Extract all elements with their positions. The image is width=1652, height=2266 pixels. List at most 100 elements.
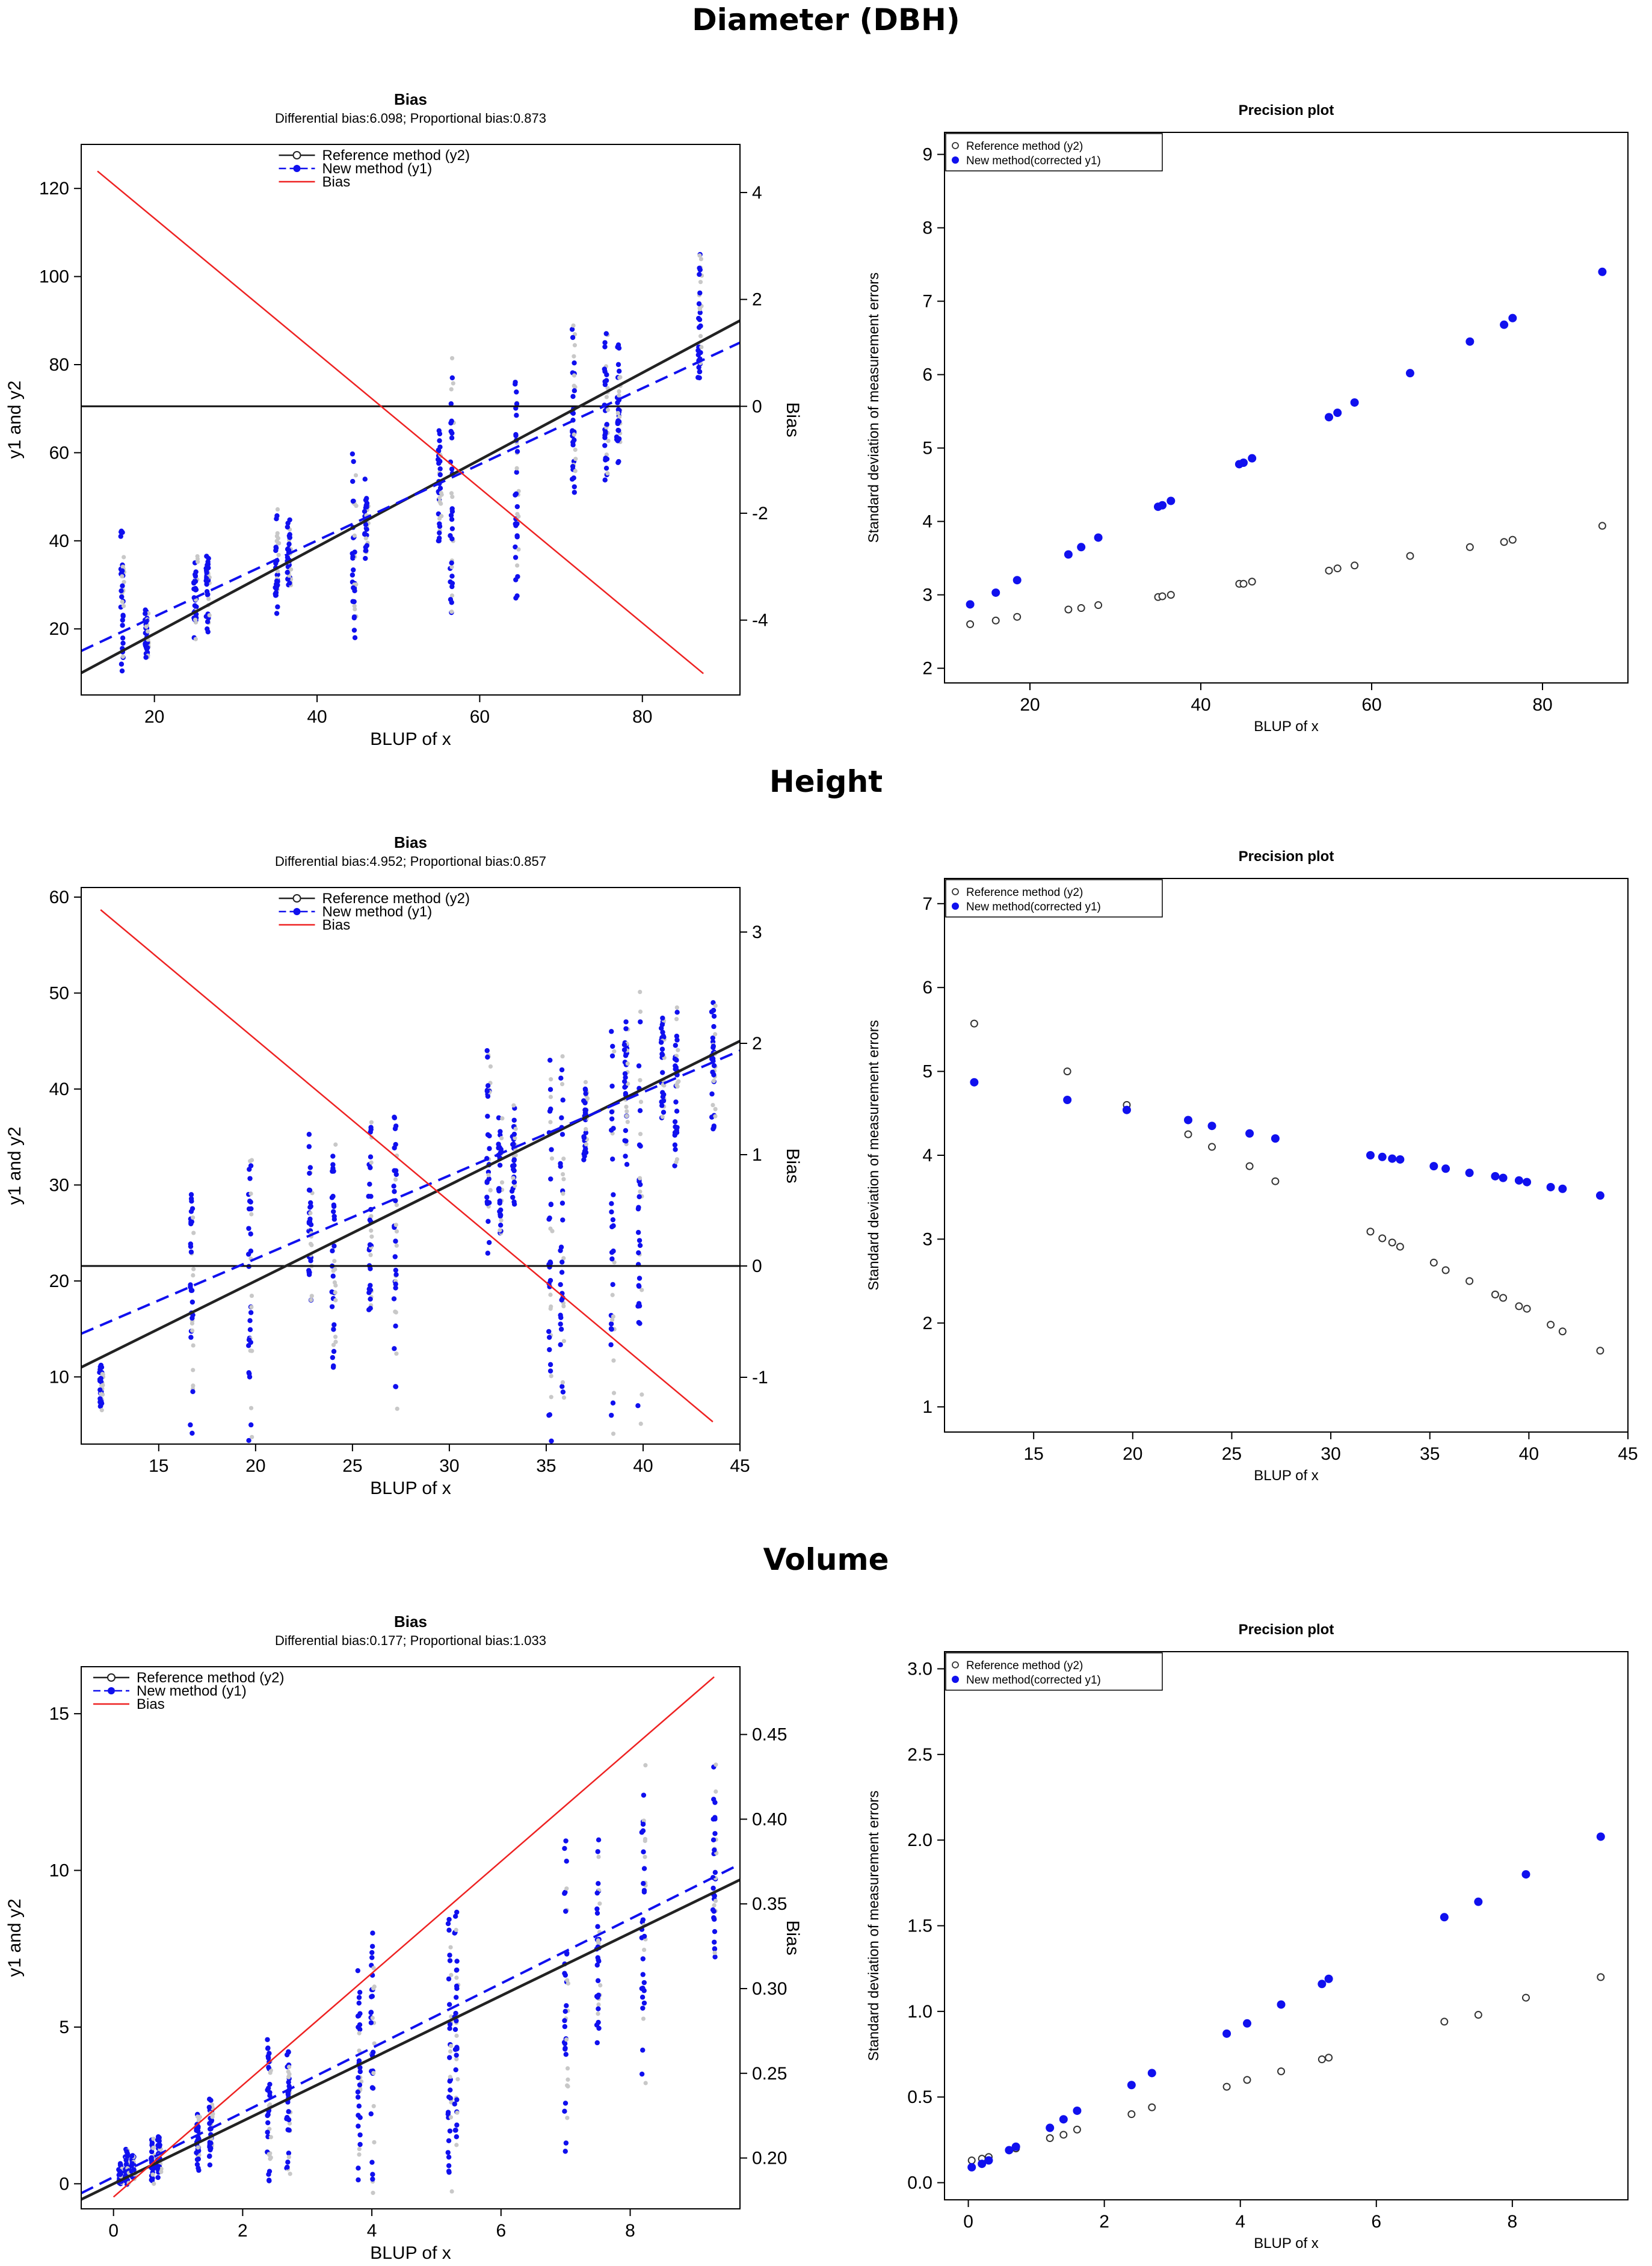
new-method-point <box>673 1099 679 1105</box>
new-method-point <box>1239 458 1248 467</box>
new-method-point <box>563 2052 569 2057</box>
new-method-point <box>640 1956 646 1962</box>
new-method-point <box>1491 1172 1500 1181</box>
new-method-point <box>370 2172 375 2177</box>
new-method-point <box>558 1321 563 1327</box>
new-method-point <box>393 1267 399 1273</box>
reference-point <box>611 1314 615 1319</box>
new-method-point <box>247 1167 252 1172</box>
new-method-point <box>368 1287 374 1293</box>
reference-point <box>1515 1302 1523 1311</box>
y-tick-label: 2.5 <box>907 1745 932 1765</box>
new-method-point <box>562 1845 567 1851</box>
plot-area <box>81 909 740 1444</box>
x-tick-label: 20 <box>1123 1444 1142 1464</box>
new-method-point <box>368 1266 373 1271</box>
new-method-point <box>602 340 608 345</box>
new-method-point <box>711 1072 717 1078</box>
legend-marker <box>952 888 959 895</box>
y2-tick-label: 3 <box>752 922 762 942</box>
new-method-point <box>447 2055 452 2060</box>
new-method-point <box>448 420 454 426</box>
new-method-point <box>330 1273 336 1279</box>
new-method-point <box>285 524 291 530</box>
new-method-point <box>661 1091 667 1097</box>
new-method-point <box>558 1248 563 1253</box>
new-method-point <box>446 2138 452 2144</box>
new-method-point <box>1598 267 1607 276</box>
new-method-point <box>614 437 620 442</box>
new-method-point <box>660 1070 665 1075</box>
new-method-point <box>609 1053 615 1059</box>
new-method-point <box>513 491 519 496</box>
new-method-point <box>274 611 280 616</box>
new-method-point <box>1558 1184 1567 1193</box>
reference-point <box>488 1188 493 1193</box>
new-method-point <box>437 438 442 443</box>
legend-marker <box>952 142 959 149</box>
new-method-point <box>369 1943 375 1949</box>
new-method-point <box>496 1188 502 1194</box>
reference-point <box>488 1064 493 1069</box>
new-method-point <box>595 1924 600 1930</box>
new-method-point <box>695 375 701 380</box>
new-method-point <box>547 1362 553 1368</box>
new-method-point <box>641 1889 647 1895</box>
new-method-point <box>547 1347 552 1353</box>
reference-point <box>615 411 620 416</box>
new-method-point <box>356 2113 361 2118</box>
new-method-regression-line <box>81 341 740 652</box>
new-method-point <box>609 1116 615 1122</box>
new-method-point <box>265 2045 271 2051</box>
new-method-point <box>562 2017 567 2024</box>
new-method-point <box>449 573 455 579</box>
new-method-point <box>659 1103 665 1108</box>
new-method-point <box>155 2175 161 2181</box>
reference-point <box>248 1406 254 1410</box>
new-method-point <box>581 1135 587 1141</box>
reference-point <box>277 541 282 546</box>
y-tick-label: 0 <box>59 2174 69 2194</box>
new-method-point <box>449 466 455 472</box>
new-method-point <box>622 1071 628 1076</box>
reference-point <box>449 593 455 598</box>
new-method-point <box>616 345 622 351</box>
new-method-point <box>511 1131 517 1137</box>
reference-point <box>1325 566 1333 575</box>
new-method-point <box>454 1995 459 2000</box>
reference-point <box>333 1283 338 1288</box>
new-method-point <box>1184 1116 1193 1125</box>
new-method-point <box>711 1123 717 1129</box>
reference-point <box>573 457 578 462</box>
reference-point <box>249 1212 254 1217</box>
x-tick-label: 45 <box>1618 1444 1638 1464</box>
chart-title: Bias <box>394 833 427 851</box>
new-method-point <box>570 442 576 448</box>
bias-line <box>112 1676 715 2198</box>
y2-axis-label: Bias <box>783 1920 800 1955</box>
legend-box <box>945 133 1163 171</box>
legend-marker <box>292 894 301 903</box>
new-method-point <box>308 1258 313 1264</box>
reference-point <box>369 1120 374 1125</box>
new-method-point <box>610 1043 615 1049</box>
legend-label: New method(corrected y1) <box>966 155 1101 167</box>
reference-point <box>439 514 444 519</box>
new-method-point <box>514 504 520 510</box>
new-method-point <box>449 536 455 542</box>
new-method-point <box>1523 1178 1532 1187</box>
new-method-point <box>641 1933 647 1939</box>
new-method-point <box>98 1363 104 1368</box>
new-method-point <box>558 1282 563 1288</box>
new-method-point <box>206 2105 212 2110</box>
new-method-point <box>560 1389 566 1395</box>
reference-point <box>100 1372 105 1377</box>
new-method-point <box>286 2150 292 2156</box>
reference-point <box>449 2014 454 2019</box>
reference-point <box>1222 2082 1231 2091</box>
new-method-point <box>548 1176 553 1182</box>
new-method-point <box>1466 337 1475 346</box>
new-method-point <box>1318 1980 1327 1989</box>
new-method-point <box>448 597 454 602</box>
new-method-point <box>696 301 702 307</box>
